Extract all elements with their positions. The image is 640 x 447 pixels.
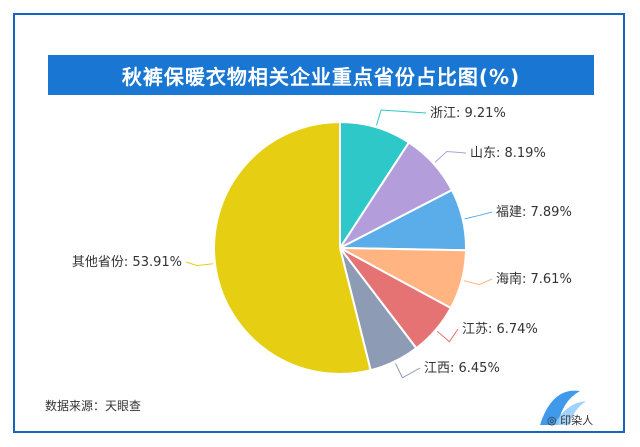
slice-label-6: 其他省份: 53.91% — [72, 255, 182, 270]
slice-label-0: 浙江: 9.21% — [430, 106, 506, 121]
leader-line-0 — [376, 109, 427, 126]
leader-line-6 — [185, 261, 214, 267]
pie-slice-6 — [213, 120, 372, 375]
leader-line-2 — [464, 211, 493, 220]
watermark-text: ◎ 印染人 — [547, 414, 594, 427]
logo-icon — [540, 390, 586, 425]
data-source: 数据来源：天眼查 — [45, 399, 142, 413]
slice-label-1: 山东: 8.19% — [470, 146, 546, 161]
slice-label-5: 江西: 6.45% — [424, 361, 500, 376]
slice-label-2: 福建: 7.89% — [496, 205, 572, 220]
leader-line-1 — [434, 150, 467, 163]
slice-label-3: 海南: 7.61% — [496, 271, 572, 287]
leader-line-3 — [463, 278, 493, 286]
leader-line-5 — [395, 363, 421, 379]
leader-line-4 — [436, 328, 459, 343]
chart-title: 秋裤保暖衣物相关企业重点省份占比图(%) — [48, 55, 594, 95]
wechat-icon: ◎ — [547, 414, 557, 427]
slice-label-4: 江苏: 6.74% — [462, 321, 538, 337]
